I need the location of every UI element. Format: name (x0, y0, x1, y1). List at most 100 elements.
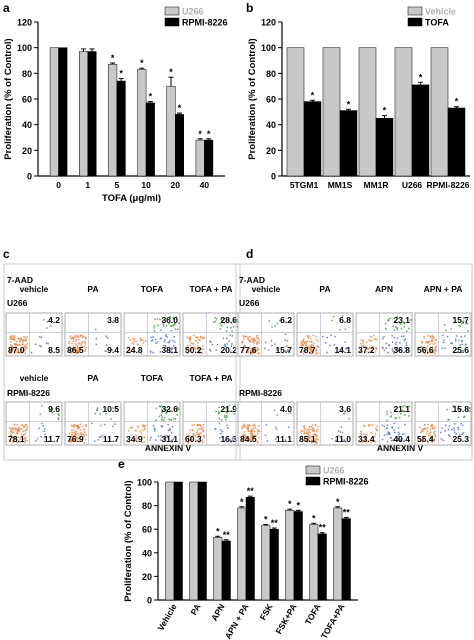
event-dot-lr (397, 431, 400, 434)
significance-mark: * (207, 129, 211, 139)
event-dot-ll (364, 425, 366, 427)
event-dot-ll (257, 436, 260, 439)
event-dot-lr (391, 334, 394, 337)
legend-swatch-RPMI-8226 (305, 476, 321, 486)
event-dot-ll (305, 430, 308, 433)
event-dot-ur (468, 410, 471, 413)
event-dot-ur (94, 328, 97, 331)
event-dot-ll (367, 348, 370, 351)
event-dot-ur (99, 412, 102, 415)
event-dot-ll (15, 345, 18, 348)
event-dot-ll (202, 345, 204, 347)
event-dot-ll (308, 352, 311, 355)
event-dot-ll (368, 347, 370, 349)
legend-label-U266: U266 (323, 466, 345, 476)
event-dot-ll (370, 336, 373, 338)
event-dot-ur (407, 327, 410, 330)
event-dot-ll (430, 438, 433, 441)
quadrant-lr-value: 16.3 (220, 434, 237, 444)
significance-mark: * (455, 97, 459, 107)
flow-condition-label: vehicle (252, 284, 281, 294)
event-dot-lr (383, 434, 386, 436)
quadrant-lr-value: 11.1 (276, 434, 292, 444)
event-dot-ll (257, 424, 260, 427)
event-dot-ll (20, 338, 23, 341)
event-dot-ll (420, 345, 423, 348)
event-dot-ll (365, 351, 368, 353)
event-dot-ur (162, 323, 165, 325)
event-dot-ur (225, 330, 228, 332)
event-dot-lr (459, 344, 461, 346)
y-tick-label: 80 (22, 69, 32, 79)
event-dot-ur (172, 316, 174, 319)
event-dot-ll (202, 336, 205, 339)
flow-plot (123, 401, 181, 446)
event-dot-ll (312, 342, 315, 345)
significance-mark: * (178, 103, 182, 113)
significance-mark: * (288, 499, 292, 509)
event-dot-ll (300, 435, 303, 438)
event-dot-ll (21, 349, 24, 352)
event-dot-ll (10, 431, 13, 433)
event-dot-lr (34, 343, 37, 346)
event-dot-ur (464, 322, 467, 325)
event-dot-lr (224, 439, 227, 442)
bar-U266-TOFA (309, 524, 319, 601)
event-dot-ll (84, 348, 87, 351)
event-dot-ll (144, 427, 146, 430)
event-dot-ll (425, 432, 428, 435)
flow-condition-label: TOFA (141, 284, 164, 294)
event-dot-lr (152, 351, 155, 354)
event-dot-ll (85, 346, 88, 349)
event-dot-ur (172, 324, 175, 327)
event-dot-ll (16, 429, 19, 431)
event-dot-ll (432, 336, 435, 339)
event-dot-lr (230, 440, 233, 443)
event-dot-ll (434, 338, 436, 341)
event-dot-ll (202, 430, 205, 433)
y-tick-label: 0 (271, 172, 276, 182)
event-dot-ll (20, 337, 22, 340)
event-dot-ll (69, 351, 72, 354)
event-dot-ur (112, 407, 114, 409)
event-dot-ll (190, 436, 193, 438)
event-dot-ur (175, 318, 178, 321)
event-dot-ur (456, 408, 459, 410)
event-dot-ll (12, 427, 15, 430)
event-dot-ll (14, 428, 17, 431)
event-dot-ll (249, 436, 252, 439)
event-dot-lr (393, 422, 396, 425)
flow-x-label: ANNEXIN V (145, 443, 192, 453)
event-dot-ll (431, 335, 434, 338)
event-dot-ll (433, 438, 435, 441)
event-dot-ll (314, 424, 317, 427)
flow-plot (296, 312, 354, 357)
event-dot-ll (431, 435, 434, 437)
event-dot-ll (429, 434, 432, 437)
event-dot-ur (110, 418, 112, 420)
legend-swatch-RPMI-8226 (164, 17, 180, 27)
event-dot-ll (315, 430, 318, 433)
event-dot-ll (140, 339, 142, 342)
event-dot-ll (312, 334, 315, 337)
event-dot-ll (15, 343, 17, 346)
event-dot-lr (34, 439, 37, 442)
event-dot-lr (381, 346, 384, 349)
bar-RPMI-8226-TOFA+PA (341, 518, 351, 601)
event-dot-ur (389, 317, 392, 320)
event-dot-ll (203, 435, 205, 438)
event-dot-ur (51, 407, 54, 410)
flow-plot (414, 312, 472, 357)
event-dot-ll (315, 348, 318, 351)
event-dot-ur (408, 405, 411, 408)
quadrant-ll-value: 50.2 (185, 345, 202, 355)
event-dot-ll (426, 430, 429, 432)
event-dot-lr (398, 341, 401, 344)
bar-RPMI-8226-PA (197, 481, 207, 601)
event-dot-ur (399, 322, 402, 325)
event-dot-lr (328, 344, 331, 347)
event-dot-ll (317, 345, 320, 348)
bar-U266-1 (79, 51, 88, 177)
event-dot-ur (459, 325, 462, 328)
